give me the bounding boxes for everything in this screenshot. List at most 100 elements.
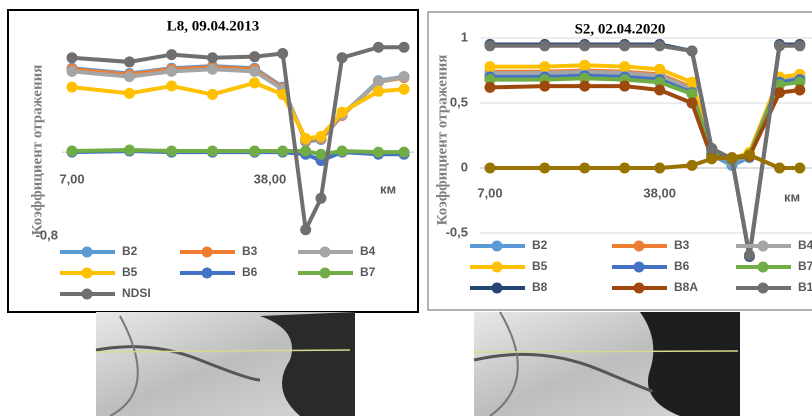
data-point bbox=[686, 98, 697, 109]
data-point bbox=[579, 81, 590, 92]
data-point bbox=[579, 40, 590, 51]
data-point bbox=[207, 64, 218, 75]
data-point bbox=[485, 61, 496, 72]
data-point bbox=[300, 224, 311, 235]
data-point bbox=[485, 163, 496, 174]
data-point bbox=[316, 193, 327, 204]
legend-marker bbox=[634, 283, 645, 294]
data-point bbox=[277, 48, 288, 59]
data-point bbox=[619, 40, 630, 51]
data-point bbox=[619, 163, 630, 174]
y-tick-label: 0 bbox=[461, 159, 468, 174]
legend-marker bbox=[492, 262, 503, 273]
data-point bbox=[579, 163, 590, 174]
data-point bbox=[539, 81, 550, 92]
legend-marker bbox=[202, 268, 213, 279]
data-point bbox=[67, 66, 78, 77]
satellite-image bbox=[474, 312, 740, 416]
data-point bbox=[399, 147, 410, 158]
x-axis-label: км bbox=[784, 189, 800, 204]
data-point bbox=[207, 89, 218, 100]
data-point bbox=[686, 46, 697, 57]
legend-label: NDSI bbox=[122, 286, 151, 300]
legend-label: B8 bbox=[532, 280, 548, 294]
legend-marker bbox=[82, 289, 93, 300]
legend-marker bbox=[492, 283, 503, 294]
data-point bbox=[166, 146, 177, 157]
data-point bbox=[654, 40, 665, 51]
legend-marker bbox=[320, 247, 331, 258]
data-point bbox=[373, 42, 384, 53]
data-point bbox=[166, 81, 177, 92]
data-point bbox=[124, 88, 135, 99]
legend-marker bbox=[758, 262, 769, 273]
data-point bbox=[316, 149, 327, 160]
data-point bbox=[124, 56, 135, 67]
data-point bbox=[249, 146, 260, 157]
data-point bbox=[794, 163, 805, 174]
legend-marker bbox=[492, 241, 503, 252]
data-point bbox=[166, 66, 177, 77]
data-point bbox=[654, 64, 665, 75]
data-point bbox=[124, 145, 135, 156]
y-tick-label: -0,8 bbox=[36, 227, 58, 242]
figure: L8, 09.04.2013Коэффициент отражения-0,87… bbox=[0, 0, 812, 416]
series-line bbox=[490, 86, 800, 158]
legend-label: B6 bbox=[242, 265, 258, 279]
legend-marker bbox=[758, 241, 769, 252]
data-point bbox=[539, 40, 550, 51]
data-point bbox=[686, 160, 697, 171]
data-point bbox=[399, 71, 410, 82]
data-point bbox=[67, 82, 78, 93]
legend-label: B5 bbox=[532, 259, 548, 273]
data-point bbox=[207, 146, 218, 157]
satellite-image bbox=[96, 312, 355, 416]
data-point bbox=[539, 61, 550, 72]
data-point bbox=[619, 81, 630, 92]
y-axis-label: Коэффициент отражения bbox=[434, 55, 450, 226]
legend-label: B2 bbox=[532, 238, 548, 252]
data-point bbox=[726, 152, 737, 163]
data-point bbox=[249, 51, 260, 62]
x-tick-label: 38,00 bbox=[254, 171, 287, 186]
data-point bbox=[316, 131, 327, 142]
legend-label: B4 bbox=[798, 238, 812, 252]
data-point bbox=[654, 163, 665, 174]
data-point bbox=[539, 163, 550, 174]
data-point bbox=[300, 133, 311, 144]
x-tick-label: 7,00 bbox=[477, 185, 502, 200]
legend-marker bbox=[82, 268, 93, 279]
y-tick-label: -0,5 bbox=[446, 224, 468, 239]
legend-label: B3 bbox=[242, 244, 258, 258]
data-point bbox=[706, 143, 717, 154]
data-point bbox=[373, 147, 384, 158]
legend-label: B6 bbox=[674, 259, 690, 273]
x-axis-label: км bbox=[380, 181, 396, 196]
legend-label: B4 bbox=[360, 244, 376, 258]
data-point bbox=[337, 52, 348, 63]
data-point bbox=[399, 42, 410, 53]
legend-label: B7 bbox=[798, 259, 812, 273]
legend-label: B3 bbox=[674, 238, 690, 252]
data-point bbox=[277, 146, 288, 157]
legend-label: B5 bbox=[122, 265, 138, 279]
legend-marker bbox=[634, 262, 645, 273]
legend-label: B2 bbox=[122, 244, 138, 258]
data-point bbox=[373, 86, 384, 97]
data-point bbox=[744, 250, 755, 261]
data-point bbox=[373, 76, 384, 87]
data-point bbox=[774, 163, 785, 174]
data-point bbox=[300, 146, 311, 157]
legend-marker bbox=[634, 241, 645, 252]
x-tick-label: 7,00 bbox=[59, 171, 84, 186]
legend-label: B8A bbox=[674, 280, 698, 294]
data-point bbox=[67, 52, 78, 63]
data-point bbox=[249, 66, 260, 77]
y-tick-label: 1 bbox=[461, 29, 468, 44]
legend-marker bbox=[202, 247, 213, 258]
data-point bbox=[774, 87, 785, 98]
data-point bbox=[744, 150, 755, 161]
x-tick-label: 38,00 bbox=[643, 185, 676, 200]
y-axis-label: Коэффициент отражения bbox=[29, 65, 45, 236]
y-tick-label: 0,5 bbox=[450, 94, 468, 109]
